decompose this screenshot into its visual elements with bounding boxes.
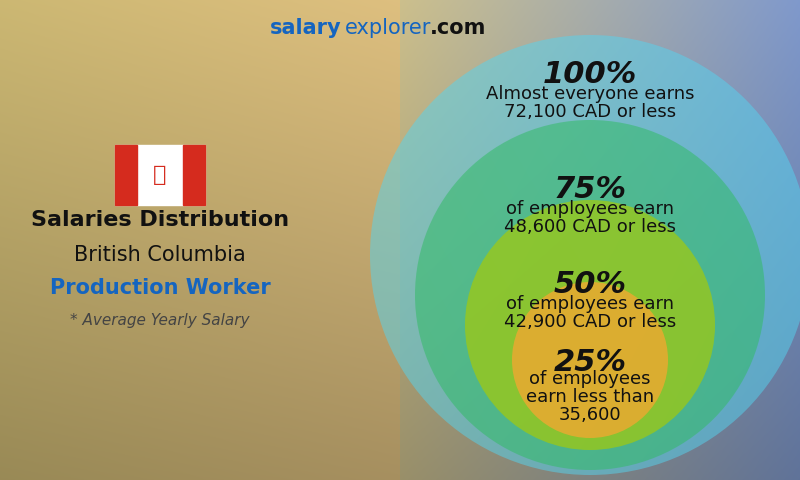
- Text: of employees earn: of employees earn: [506, 200, 674, 218]
- Text: salary: salary: [270, 18, 342, 38]
- Text: Almost everyone earns: Almost everyone earns: [486, 85, 694, 103]
- Text: 100%: 100%: [543, 60, 637, 89]
- Text: 48,600 CAD or less: 48,600 CAD or less: [504, 218, 676, 236]
- Text: .com: .com: [430, 18, 486, 38]
- Text: 72,100 CAD or less: 72,100 CAD or less: [504, 103, 676, 121]
- Text: earn less than: earn less than: [526, 388, 654, 406]
- Text: Production Worker: Production Worker: [50, 278, 270, 298]
- Circle shape: [465, 200, 715, 450]
- Circle shape: [415, 120, 765, 470]
- Text: 50%: 50%: [554, 270, 626, 299]
- Bar: [115, 145, 205, 205]
- Bar: [183, 145, 205, 205]
- Text: 🍁: 🍁: [154, 165, 166, 185]
- Text: of employees: of employees: [530, 370, 650, 388]
- Text: 25%: 25%: [554, 348, 626, 377]
- Text: of employees earn: of employees earn: [506, 295, 674, 313]
- Circle shape: [512, 282, 668, 438]
- Text: * Average Yearly Salary: * Average Yearly Salary: [70, 312, 250, 327]
- Text: 42,900 CAD or less: 42,900 CAD or less: [504, 313, 676, 331]
- Text: British Columbia: British Columbia: [74, 245, 246, 265]
- Text: explorer: explorer: [345, 18, 431, 38]
- Text: Salaries Distribution: Salaries Distribution: [31, 210, 289, 230]
- Text: 35,600: 35,600: [558, 406, 622, 424]
- Text: 75%: 75%: [554, 175, 626, 204]
- Circle shape: [370, 35, 800, 475]
- Bar: [115, 145, 137, 205]
